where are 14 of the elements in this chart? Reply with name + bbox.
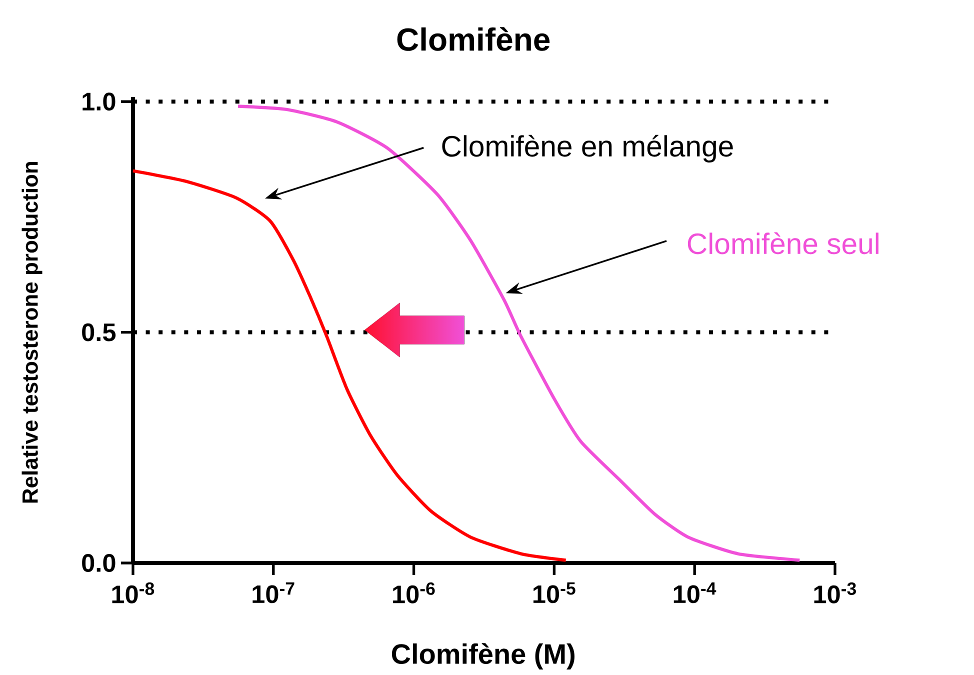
x-tick-label: 10$^{-7}$ bbox=[252, 582, 294, 604]
y-tick-label: 0.5 bbox=[82, 323, 116, 342]
y-tick-label: 1.0 bbox=[82, 92, 116, 111]
text: Clomifène en mélange bbox=[442, 134, 733, 163]
x-axis-title: Clomifène (M) bbox=[392, 643, 574, 670]
x-tick-label: 10$^{-6}$ bbox=[393, 582, 435, 604]
x-tick-label: 10$^{-8}$ bbox=[112, 582, 154, 604]
x-tick-label: 10$^{-5}$ bbox=[533, 582, 576, 604]
text: Clomifène seul bbox=[688, 232, 878, 254]
y-axis-title: Relative testosterone production bbox=[22, 162, 42, 503]
y-tick-label: 0.0 bbox=[82, 554, 116, 572]
chart-title: Clomifène bbox=[397, 27, 550, 51]
x-tick-label: 10$^{-4}$ bbox=[674, 582, 716, 604]
x-tick-label: 10$^{-3}$ bbox=[814, 582, 856, 604]
